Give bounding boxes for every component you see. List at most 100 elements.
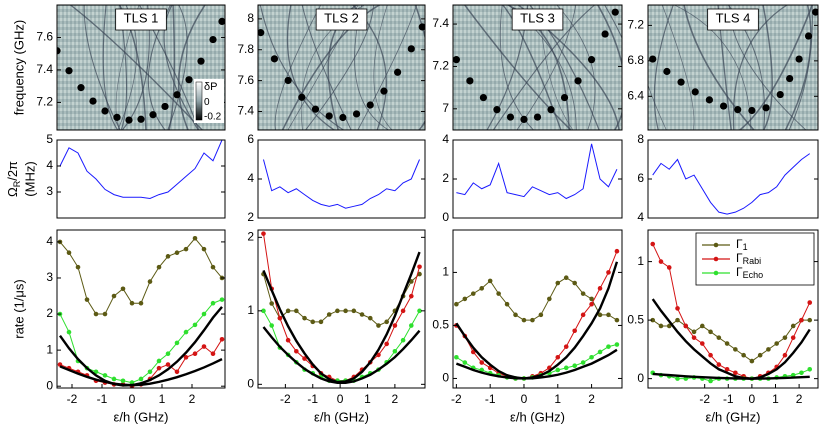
rate-point (75, 264, 81, 270)
rate-point (606, 312, 611, 318)
rate-point (675, 376, 680, 381)
rate-point (417, 271, 422, 277)
rate-point (66, 329, 72, 335)
fit-point (677, 78, 685, 86)
panel-frame (647, 229, 819, 389)
rate-point (454, 354, 459, 360)
rate-point (580, 291, 586, 296)
rate-point (277, 315, 283, 321)
panel-frame (56, 139, 226, 219)
x-tick-label: -2 (451, 392, 462, 406)
spectral-line (492, 5, 596, 130)
y-tick-label: 7.8 (237, 42, 254, 56)
fit-point (520, 115, 528, 124)
y-tick-label: 8 (637, 132, 644, 146)
rate-point (614, 248, 620, 254)
rate-point (174, 369, 180, 375)
legend-label: ΓEcho (736, 265, 763, 280)
rate-point (807, 300, 813, 305)
fit-point (691, 88, 699, 96)
rate-point (351, 308, 357, 314)
rate-point (462, 296, 468, 302)
rate-point (210, 300, 216, 306)
panel-title: TLS 4 (716, 10, 751, 25)
rate-point (147, 279, 153, 284)
rate-point (563, 365, 569, 371)
rate-point (261, 308, 266, 314)
fit-point (601, 30, 609, 38)
fit-curve (455, 261, 619, 380)
rabi-frequency-line (456, 143, 618, 200)
fit-point (762, 104, 770, 112)
fit-point (57, 47, 61, 55)
rate-point (563, 344, 569, 349)
panel-title: TLS 2 (324, 10, 359, 25)
rate-point (454, 301, 459, 307)
rate-point (165, 362, 171, 367)
x-tick-label: 0 (129, 392, 136, 406)
fit-point (197, 57, 205, 65)
y-tick-label: 0.5 (627, 312, 644, 326)
panel-frame (257, 229, 426, 389)
panel-frame (452, 229, 623, 389)
rate-point (409, 279, 414, 284)
spectral-line (357, 5, 418, 130)
rate-point (658, 259, 664, 264)
rate-point (165, 254, 171, 259)
rate-point (183, 355, 189, 360)
rate-point (318, 319, 324, 325)
y-tick-label: 4 (46, 234, 53, 248)
rate-point (417, 308, 422, 314)
y-tick-label: 0 (637, 371, 644, 385)
rate-point (530, 317, 535, 323)
plot-area (262, 159, 420, 209)
plot-area (456, 143, 618, 200)
rate-point (555, 354, 561, 360)
spectral-line (281, 5, 382, 130)
rate-point (367, 315, 373, 321)
rate-point (700, 323, 705, 329)
fit-point (311, 105, 320, 113)
fit-point (352, 110, 361, 118)
spectral-line (117, 5, 138, 130)
rate-point (799, 370, 804, 376)
fit-point (479, 93, 488, 102)
rate-point (555, 280, 561, 286)
legend-label: Γ1 (736, 237, 748, 252)
rate-point (563, 275, 569, 281)
panel-frame (257, 4, 426, 131)
legend-marker (713, 256, 719, 262)
plot-area (258, 5, 425, 130)
rate-point (487, 278, 493, 284)
y-tick-label: 3 (46, 184, 53, 198)
y-axis-label: ΩR/2π (5, 161, 22, 197)
y-tick-label: 0 (442, 371, 449, 385)
rate-point (219, 297, 225, 302)
panel-title: TLS 1 (124, 10, 159, 25)
y-tick-label: 0 (46, 378, 53, 392)
rate-point (782, 352, 788, 358)
plot-area (454, 248, 620, 381)
rate-point (392, 323, 398, 328)
rate-point (470, 291, 476, 296)
panel-frame (56, 229, 226, 389)
spectral-line (259, 5, 345, 130)
rate-point (174, 250, 180, 256)
fit-point (493, 106, 501, 114)
panel-frame (452, 139, 623, 219)
y-tick-label: 6 (637, 171, 644, 185)
rate-point (409, 293, 414, 299)
rate-point (733, 370, 738, 376)
legend-name: Γ (736, 251, 743, 265)
x-tick-label: -2 (280, 392, 291, 406)
rate-point (504, 301, 510, 307)
x-axis-label: ε/h (GHz) (706, 409, 761, 424)
y-tick-label: 4 (442, 132, 449, 146)
rate-point (192, 235, 198, 241)
y-tick-label: 8 (247, 11, 254, 25)
rate-point (555, 367, 561, 373)
x-tick-label: 0 (521, 392, 528, 406)
rate-point (597, 312, 603, 318)
rate-point (66, 250, 72, 256)
